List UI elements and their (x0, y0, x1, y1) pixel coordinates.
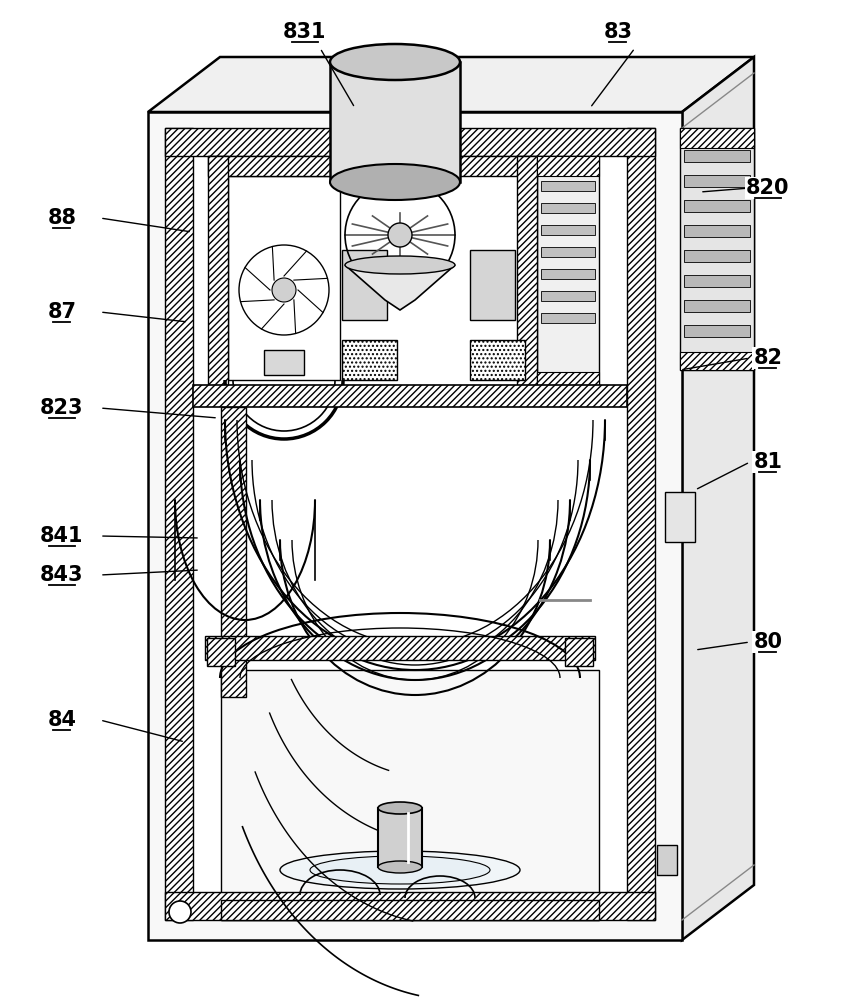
Text: 831: 831 (283, 22, 327, 42)
Bar (541, 247, 595, 257)
Ellipse shape (280, 851, 520, 889)
Bar (470, 250, 515, 320)
Bar (627, 128, 655, 920)
Bar (537, 156, 599, 176)
Bar (541, 313, 595, 323)
Bar (684, 175, 750, 187)
Bar (684, 250, 750, 262)
Bar (193, 385, 627, 407)
Bar (541, 269, 595, 279)
Bar (165, 892, 655, 920)
Polygon shape (148, 57, 754, 112)
Bar (541, 291, 595, 301)
Circle shape (169, 901, 191, 923)
Bar (205, 636, 595, 660)
Bar (228, 176, 340, 380)
Bar (684, 325, 750, 337)
Bar (680, 352, 754, 370)
Bar (565, 638, 593, 666)
Text: 820: 820 (746, 178, 790, 198)
Bar (684, 275, 750, 287)
Text: 83: 83 (603, 22, 633, 42)
Bar (470, 340, 525, 380)
Bar (208, 156, 228, 390)
Bar (165, 128, 193, 920)
Text: 841: 841 (40, 526, 84, 546)
Bar (684, 225, 750, 237)
Bar (537, 372, 599, 390)
Bar (680, 128, 754, 148)
Bar (684, 300, 750, 312)
Text: 81: 81 (753, 452, 782, 472)
Bar (541, 203, 595, 213)
Ellipse shape (378, 802, 422, 814)
Text: 84: 84 (47, 710, 76, 730)
Text: 87: 87 (47, 302, 76, 322)
Ellipse shape (330, 44, 460, 80)
Text: 82: 82 (753, 348, 782, 368)
Bar (342, 340, 397, 380)
Circle shape (388, 223, 412, 247)
Bar (657, 845, 677, 875)
Bar (221, 407, 246, 697)
Circle shape (272, 278, 296, 302)
Bar (665, 492, 695, 542)
Bar (342, 250, 387, 320)
Bar (193, 156, 627, 892)
Bar (165, 128, 655, 156)
Ellipse shape (310, 856, 490, 884)
Bar (541, 181, 595, 191)
Bar (264, 350, 304, 375)
Bar (221, 670, 599, 920)
Text: 80: 80 (753, 632, 782, 652)
Ellipse shape (378, 861, 422, 873)
Text: 823: 823 (40, 398, 84, 418)
Bar (541, 225, 595, 235)
Polygon shape (345, 265, 455, 310)
Polygon shape (682, 57, 754, 940)
Bar (378, 808, 422, 867)
Bar (537, 156, 599, 390)
Ellipse shape (345, 256, 455, 274)
Polygon shape (148, 112, 682, 940)
Bar (680, 128, 754, 370)
Text: 843: 843 (40, 565, 84, 585)
Bar (517, 156, 537, 390)
Bar (221, 900, 599, 920)
Ellipse shape (330, 164, 460, 200)
Bar (208, 156, 537, 176)
Bar (684, 200, 750, 212)
Bar (207, 638, 235, 666)
Bar (330, 62, 460, 182)
Bar (684, 150, 750, 162)
Text: 88: 88 (47, 208, 76, 228)
